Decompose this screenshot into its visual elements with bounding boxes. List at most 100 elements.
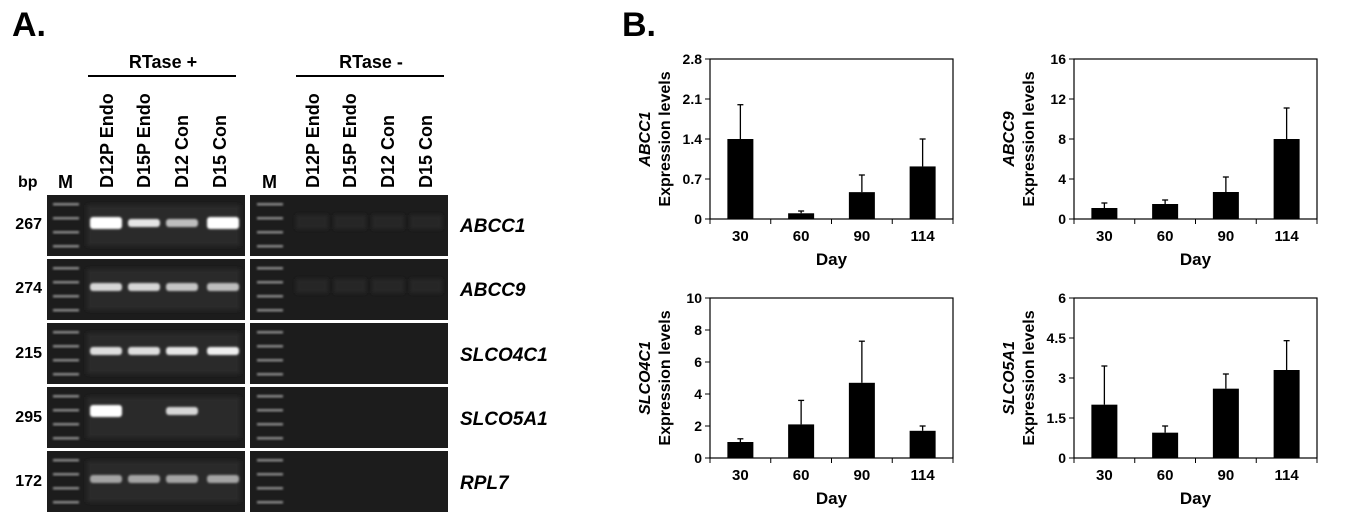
x-tick-label: 90	[854, 467, 871, 484]
x-tick-label: 114	[911, 467, 936, 484]
bar	[788, 424, 815, 458]
x-tick-label: 114	[911, 228, 936, 245]
marker-band	[53, 331, 79, 334]
y-axis-label: Expression levels	[1021, 71, 1038, 206]
marker-band	[53, 345, 79, 348]
minus-lane-haze	[372, 279, 404, 293]
sample-band	[207, 347, 239, 355]
marker-band	[257, 245, 283, 248]
y-tick-label: 0	[1058, 211, 1066, 227]
y-tick-label: 0.7	[683, 171, 703, 187]
bar	[1152, 432, 1179, 458]
marker-band	[53, 295, 79, 298]
marker-band	[53, 395, 79, 398]
sample-band	[166, 283, 198, 291]
bar	[727, 442, 754, 458]
bar	[1091, 208, 1118, 219]
x-axis-label: Day	[1180, 250, 1212, 269]
x-tick-label: 30	[732, 228, 749, 245]
y-tick-label: 2.8	[683, 51, 703, 67]
sample-band	[128, 219, 160, 227]
gene-label: SLCO4C1	[460, 345, 548, 366]
marker-band	[257, 473, 283, 476]
x-tick-label: 30	[732, 467, 749, 484]
marker-band	[53, 231, 79, 234]
rtase-plus-line	[88, 75, 236, 77]
sample-band	[90, 217, 122, 229]
x-tick-label: 60	[793, 467, 810, 484]
y-tick-label: 3	[1058, 370, 1066, 386]
marker-band	[257, 359, 283, 362]
marker-band	[53, 423, 79, 426]
bp-label: 274	[15, 280, 42, 297]
marker-band	[257, 217, 283, 220]
minus-lane-haze	[296, 215, 328, 229]
marker-band	[53, 459, 79, 462]
marker-band	[257, 295, 283, 298]
marker-band	[53, 359, 79, 362]
y-tick-label: 4	[694, 386, 702, 402]
marker-band	[257, 487, 283, 490]
minus-lane-haze	[410, 279, 442, 293]
sample-band	[90, 405, 122, 417]
marker-band	[53, 267, 79, 270]
marker-header-minus: M	[262, 172, 277, 192]
x-tick-label: 90	[1218, 228, 1235, 245]
gene-label: ABCC1	[460, 216, 526, 237]
minus-lane-haze	[334, 215, 366, 229]
y-tick-label: 0	[694, 450, 702, 466]
marker-band	[257, 501, 283, 504]
panel-a: A. RTase + RTase - D12P Endo D15P Endo D…	[0, 0, 600, 524]
y-axis-gene-label: ABCC9	[1001, 111, 1018, 167]
marker-band	[257, 231, 283, 234]
y-tick-label: 10	[686, 290, 702, 306]
marker-band	[257, 459, 283, 462]
marker-band	[257, 437, 283, 440]
bar	[727, 139, 754, 219]
marker-band	[53, 409, 79, 412]
bar	[848, 192, 875, 219]
y-tick-label: 16	[1050, 51, 1066, 67]
marker-band	[257, 331, 283, 334]
bar	[909, 430, 936, 458]
chart-abcc9: 0 4 8 12 16 30 60 90 114 Day ABCC9 Expression level…	[1001, 51, 1318, 269]
marker-band	[53, 203, 79, 206]
y-tick-label: 1.5	[1047, 410, 1067, 426]
marker-band	[257, 203, 283, 206]
y-tick-label: 4	[1058, 171, 1066, 187]
gene-label: ABCC9	[460, 280, 526, 301]
bar	[1091, 404, 1118, 458]
x-tick-label: 114	[1275, 228, 1300, 245]
minus-lane-haze	[334, 279, 366, 293]
bp-header: bp	[18, 174, 38, 191]
bp-label: 172	[15, 473, 42, 490]
marker-band	[257, 281, 283, 284]
panel-b: B. 0 0.7 1.4 2.1 2.8 30 60 90 114 Day ABCC1 Express…	[600, 0, 1347, 524]
x-tick-label: 114	[1275, 467, 1300, 484]
rtase-minus-label: RTase -	[339, 52, 403, 72]
chart-slco4c1: 0 2 4 6 8 10 30 60 90 114 Day SLCO4C1 Expression lev…	[637, 290, 954, 508]
sample-band	[166, 407, 198, 415]
bar	[1273, 139, 1300, 219]
marker-band	[257, 373, 283, 376]
sample-band	[128, 347, 160, 355]
marker-band	[53, 473, 79, 476]
y-tick-label: 4.5	[1047, 330, 1067, 346]
x-axis-label: Day	[816, 250, 848, 269]
y-axis-gene-label: SLCO5A1	[1001, 341, 1018, 415]
rtase-minus-line	[296, 75, 444, 77]
sample-band	[207, 283, 239, 291]
y-axis-gene-label: SLCO4C1	[637, 341, 654, 415]
y-tick-label: 12	[1050, 91, 1066, 107]
y-tick-label: 2.1	[683, 91, 703, 107]
panel-b-letter: B.	[622, 6, 656, 44]
y-tick-label: 0	[1058, 450, 1066, 466]
bar	[1212, 388, 1239, 458]
x-tick-label: 90	[1218, 467, 1235, 484]
x-tick-label: 60	[1157, 467, 1174, 484]
y-tick-label: 2	[694, 418, 702, 434]
sample-band	[90, 475, 122, 483]
gel-background-glow	[87, 397, 240, 438]
x-tick-label: 60	[793, 228, 810, 245]
marker-band	[257, 345, 283, 348]
